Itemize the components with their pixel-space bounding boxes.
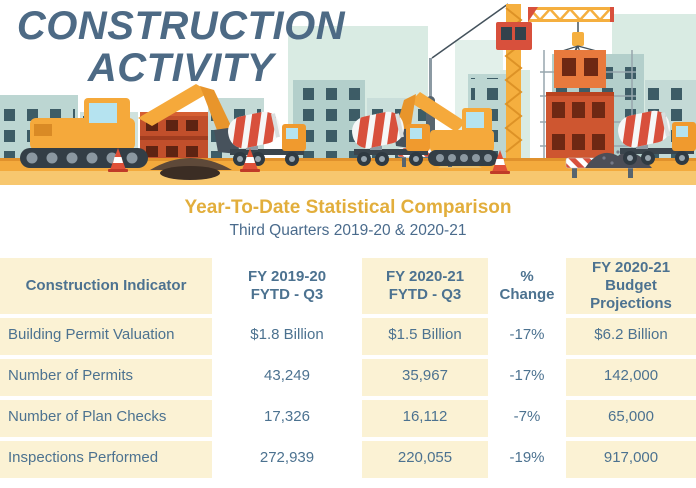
cell-fy2021: 16,112 [362,400,488,437]
cell-fy1920: 17,326 [264,408,310,425]
cell-fy2021: 35,967 [362,359,488,396]
cell-indicator: Number of Permits [0,359,212,396]
cell-fy1920: 43,249 [264,367,310,384]
column-header-indicator: Construction Indicator [0,258,212,314]
cell-budget: 917,000 [566,441,696,478]
comparison-table: Construction Indicator FY 2019-20 FYTD -… [0,258,696,478]
cell-budget: $6.2 Billion [566,318,696,355]
traffic-cone-icon [240,148,260,172]
dirt-pile [150,158,232,180]
cell-indicator: Building Permit Valuation [0,318,212,355]
excavator-icon [394,92,498,166]
traffic-cone-icon [108,148,128,172]
cell-budget: 65,000 [566,400,696,437]
column-header-fy2021: FY 2020-21 FYTD - Q3 [362,258,488,314]
traffic-cone-icon [490,150,510,174]
column-header-change: % Change [499,267,555,303]
cell-change: -19% [509,449,545,466]
cell-fy1920: 272,939 [259,449,315,466]
banner-illustration [0,0,696,185]
column-header-fy1920: FY 2019-20 FYTD - Q3 [247,267,327,303]
cement-truck-icon [612,99,696,165]
cell-indicator: Number of Plan Checks [0,400,212,437]
cell-fy2021: 220,055 [362,441,488,478]
column-header-budget: FY 2020-21 Budget Projections [566,258,696,314]
excavator-icon [20,84,242,168]
banner: CONSTRUCTION ACTIVITY [0,0,696,185]
cell-change: -17% [509,326,545,343]
cell-fy2021: $1.5 Billion [362,318,488,355]
cement-truck-icon [222,100,306,166]
cell-fy1920: $1.8 Billion [250,326,324,343]
section-subtitle: Third Quarters 2019-20 & 2020-21 [229,222,467,239]
cell-change: -17% [509,367,545,384]
orange-tower-building [540,50,636,165]
cell-indicator: Inspections Performed [0,441,212,478]
section-title: Year-To-Date Statistical Comparison [184,197,512,218]
cell-change: -7% [513,408,541,425]
headline-backdrop [0,0,286,97]
cell-budget: 142,000 [566,359,696,396]
cement-truck-icon [346,100,430,166]
